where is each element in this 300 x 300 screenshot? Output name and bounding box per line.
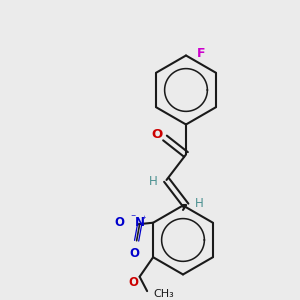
Text: H: H bbox=[149, 175, 158, 188]
Text: $^{+}$: $^{+}$ bbox=[141, 214, 148, 223]
Text: H: H bbox=[194, 197, 203, 211]
Text: F: F bbox=[196, 47, 205, 61]
Text: O: O bbox=[129, 247, 139, 260]
Text: O: O bbox=[152, 128, 163, 142]
Text: O: O bbox=[128, 276, 138, 289]
Text: O: O bbox=[115, 216, 124, 229]
Text: CH₃: CH₃ bbox=[153, 289, 174, 298]
Text: $^{-}$: $^{-}$ bbox=[124, 213, 137, 223]
Text: N: N bbox=[135, 216, 145, 229]
